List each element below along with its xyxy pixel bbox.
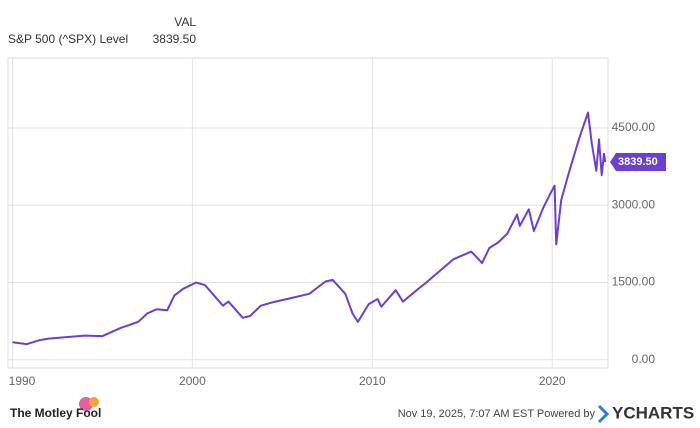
last-value-flag <box>610 153 666 172</box>
line <box>12 111 607 346</box>
x-tick-label: 2000 <box>179 374 206 388</box>
brand-arrow <box>597 404 610 424</box>
y-tick-label: 3000.00 <box>612 197 656 211</box>
y-tick-label: 4500.00 <box>612 120 656 134</box>
legend-header: VAL <box>174 15 196 29</box>
legend-name: S&P 500 (^SPX) Level <box>8 32 128 46</box>
y-tick-label: 1500.00 <box>612 275 656 289</box>
y-tick-label: 0.00 <box>632 352 656 366</box>
brand: YCHARTS <box>612 403 694 422</box>
plot-frame <box>7 57 609 369</box>
motley-logo <box>79 397 99 411</box>
x-tick-label: 1990 <box>9 374 36 388</box>
x-tick-label: 2010 <box>359 374 386 388</box>
timestamp: Nov 19, 2025, 7:07 AM EST Powered by <box>398 408 596 420</box>
legend-value: 3839.50 <box>153 32 197 46</box>
last-value-label: 3839.50 <box>618 156 658 168</box>
source: The Motley Fool <box>10 406 101 420</box>
x-tick-label: 2020 <box>539 374 566 388</box>
